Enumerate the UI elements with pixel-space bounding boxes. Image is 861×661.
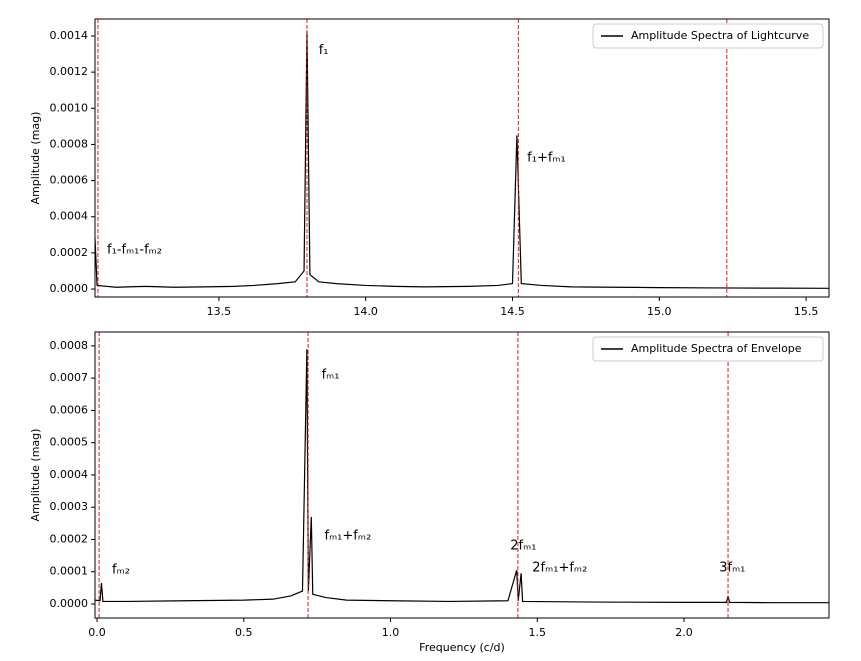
legend-box (592, 336, 824, 362)
spectrum-line (95, 30, 829, 289)
y-tick-label: 0.0002 (50, 246, 89, 259)
y-tick-label: 0.0008 (50, 137, 89, 150)
x-tick-label: 2.0 (675, 626, 693, 639)
x-tick-label: 14.5 (500, 305, 525, 318)
y-axis-label: Amplitude (mag) (29, 112, 42, 205)
y-tick-label: 0.0000 (50, 282, 89, 295)
annotation: f₁ (319, 43, 329, 58)
legend-box (592, 23, 824, 49)
plot-frame (94, 331, 830, 619)
y-tick-label: 0.0003 (50, 500, 89, 513)
y-tick-label: 0.0012 (50, 65, 89, 78)
spectrum-line (95, 349, 829, 604)
y-tick-label: 0.0004 (50, 468, 89, 481)
y-axis-label: Amplitude (mag) (29, 429, 42, 522)
y-tick-label: 0.0000 (50, 597, 89, 610)
annotation: fₘ₁ (322, 367, 340, 382)
annotation: 2fₘ₁ (510, 538, 536, 553)
y-tick-label: 0.0001 (50, 565, 89, 578)
annotation: f₁+fₘ₁ (527, 151, 566, 166)
annotation: fₘ₂ (112, 563, 130, 578)
y-tick-label: 0.0006 (50, 174, 89, 187)
x-tick-label: 0.0 (88, 626, 106, 639)
y-tick-label: 0.0008 (50, 339, 89, 352)
annotation: f₁-fₘ₁-fₘ₂ (107, 243, 162, 258)
annotation: 3fₘ₁ (719, 560, 745, 575)
y-tick-label: 0.0010 (50, 101, 89, 114)
y-tick-label: 0.0002 (50, 532, 89, 545)
x-tick-label: 0.5 (235, 626, 253, 639)
annotation: fₘ₁+fₘ₂ (325, 528, 372, 543)
x-tick-label: 15.0 (647, 305, 672, 318)
legend-label: Amplitude Spectra of Envelope (631, 342, 802, 355)
y-tick-label: 0.0005 (50, 436, 89, 449)
annotation: 2fₘ₁+fₘ₂ (532, 560, 587, 575)
x-tick-label: 1.0 (382, 626, 400, 639)
x-tick-label: 1.5 (529, 626, 547, 639)
y-tick-label: 0.0007 (50, 371, 89, 384)
x-tick-label: 14.0 (353, 305, 378, 318)
y-tick-label: 0.0006 (50, 403, 89, 416)
legend-label: Amplitude Spectra of Lightcurve (631, 29, 809, 42)
y-tick-label: 0.0014 (50, 29, 89, 42)
x-tick-label: 13.5 (207, 305, 232, 318)
x-axis-label: Frequency (c/d) (419, 641, 505, 654)
x-tick-label: 15.5 (794, 305, 819, 318)
y-tick-label: 0.0004 (50, 210, 89, 223)
plot-frame (94, 18, 830, 298)
